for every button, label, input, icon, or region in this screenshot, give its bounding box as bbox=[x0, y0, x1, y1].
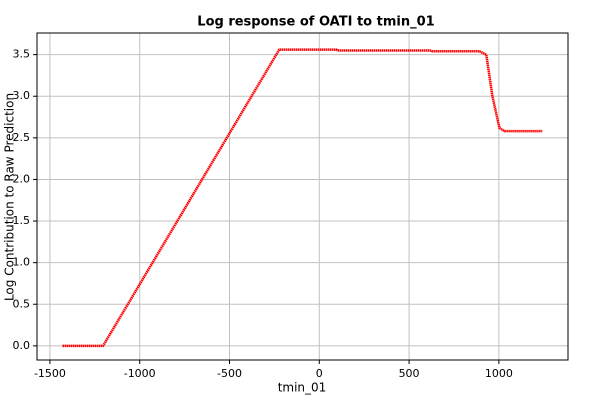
y-tick-label: 2.5 bbox=[13, 131, 31, 144]
y-tick-label: 0.0 bbox=[13, 339, 31, 352]
y-tick-label: 2.0 bbox=[13, 172, 31, 185]
y-tick-label: 3.0 bbox=[13, 89, 31, 102]
x-tick-label: -1500 bbox=[34, 367, 66, 380]
data-line bbox=[62, 48, 543, 348]
plot-frame bbox=[36, 32, 569, 361]
x-tick-label: 0 bbox=[316, 367, 323, 380]
x-tick-label: 500 bbox=[399, 367, 420, 380]
x-tick-label: -500 bbox=[217, 367, 242, 380]
x-tick-label: -1000 bbox=[124, 367, 156, 380]
x-axis-label: tmin_01 bbox=[278, 381, 327, 395]
x-tick-label: 1000 bbox=[485, 367, 513, 380]
y-tick-label: 1.5 bbox=[13, 214, 31, 227]
y-tick-label: 1.0 bbox=[13, 256, 31, 269]
chart-title: Log response of OATI to tmin_01 bbox=[197, 15, 434, 30]
y-axis-label: Log Contribution to Raw Prediction bbox=[3, 93, 17, 301]
y-tick-label: 3.5 bbox=[13, 48, 31, 61]
y-tick-label: 0.5 bbox=[13, 297, 31, 310]
